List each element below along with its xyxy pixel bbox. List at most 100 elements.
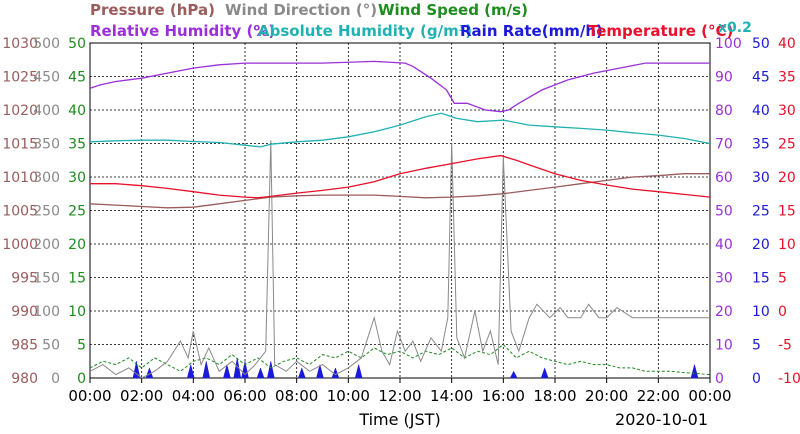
x-tick-label: 18:00 bbox=[533, 387, 576, 405]
rain-rate-spike bbox=[267, 361, 275, 379]
y-tick-label-right-temperature-c: 15 bbox=[778, 204, 796, 220]
y-tick-label-right-relative-humidity-pct: 100 bbox=[715, 36, 742, 52]
y-tick-label-left-pressure-hPa: 985 bbox=[11, 338, 38, 354]
y-tick-label-right-temperature-c: 30 bbox=[778, 103, 796, 119]
y-tick-label-right-relative-humidity-pct: 50 bbox=[715, 204, 733, 220]
rain-rate-spike bbox=[354, 363, 363, 379]
date-label: 2020-10-01 bbox=[615, 410, 708, 429]
grid bbox=[90, 43, 710, 378]
legend-rain-rate: Rain Rate(mm/h) bbox=[460, 22, 603, 40]
legend-temperature: Temperature (°C) bbox=[588, 22, 733, 40]
pressure-hpa-line bbox=[89, 173, 710, 209]
y-tick-label-left-wind-speed-ms: 35 bbox=[68, 137, 86, 153]
y-tick-label-right-rain-rate-mmh: 25 bbox=[752, 204, 770, 220]
y-tick-label-left-wind-speed-ms: 20 bbox=[68, 237, 86, 253]
legend-wind-direction: Wind Direction (°) bbox=[225, 1, 377, 19]
absolute-humidity-g-m-line bbox=[89, 112, 711, 148]
y-tick-label-left-wind-direction-deg: 150 bbox=[33, 271, 60, 287]
y-tick-label-left-wind-direction-deg: 200 bbox=[33, 237, 60, 253]
rain-rate-spike bbox=[690, 363, 699, 379]
y-tick-label-right-relative-humidity-pct: 60 bbox=[715, 170, 733, 186]
legend-relative-humidity: Relative Humidity (%) bbox=[90, 22, 275, 40]
rain-rate-spike bbox=[202, 361, 211, 379]
y-tick-label-left-wind-direction-deg: 50 bbox=[42, 338, 60, 354]
y-tick-label-right-rain-rate-mmh: 5 bbox=[752, 338, 761, 354]
rain-rate-spike bbox=[509, 370, 518, 379]
rain-rate-spike bbox=[540, 367, 549, 379]
y-tick-label-right-temperature-c: 35 bbox=[778, 70, 796, 86]
x-tick-label: 22:00 bbox=[637, 387, 680, 405]
y-tick-label-left-wind-speed-ms: 10 bbox=[68, 304, 86, 320]
y-tick-label-right-rain-rate-mmh: 15 bbox=[752, 271, 770, 287]
y-tick-label-right-relative-humidity-pct: 10 bbox=[715, 338, 733, 354]
x-tick-label: 06:00 bbox=[223, 387, 266, 405]
y-tick-label-right-relative-humidity-pct: 20 bbox=[715, 304, 733, 320]
abs-humidity-multiplier: x0.2 bbox=[718, 20, 752, 36]
y-tick-label-left-wind-speed-ms: 30 bbox=[68, 170, 86, 186]
y-tick-label-left-wind-direction-deg: 300 bbox=[33, 170, 60, 186]
x-tick-label: 20:00 bbox=[585, 387, 628, 405]
x-tick-label: 10:00 bbox=[327, 387, 370, 405]
y-tick-label-right-rain-rate-mmh: 20 bbox=[752, 237, 770, 253]
y-tick-label-right-rain-rate-mmh: 10 bbox=[752, 304, 770, 320]
y-tick-label-right-temperature-c: 20 bbox=[778, 170, 796, 186]
y-tick-label-right-relative-humidity-pct: 90 bbox=[715, 70, 733, 86]
y-tick-label-left-wind-speed-ms: 5 bbox=[77, 338, 86, 354]
y-tick-label-left-wind-direction-deg: 350 bbox=[33, 137, 60, 153]
x-tick-label: 00:00 bbox=[68, 387, 111, 405]
y-tick-label-left-pressure-hPa: 1030 bbox=[2, 36, 38, 52]
y-tick-label-left-wind-direction-deg: 250 bbox=[33, 204, 60, 220]
x-tick-label: 16:00 bbox=[482, 387, 525, 405]
rain-rate-spike bbox=[256, 367, 265, 379]
relative-humidity-line bbox=[89, 60, 710, 113]
rain-rate-spike bbox=[316, 363, 324, 379]
y-tick-label-right-temperature-c: 10 bbox=[778, 237, 796, 253]
x-tick-label: 04:00 bbox=[172, 387, 215, 405]
x-tick-label: 08:00 bbox=[275, 387, 318, 405]
y-tick-label-left-wind-direction-deg: 0 bbox=[51, 371, 60, 387]
y-tick-label-right-rain-rate-mmh: 50 bbox=[752, 36, 770, 52]
x-axis-label: Time (JST) bbox=[358, 410, 440, 429]
y-tick-label-right-rain-rate-mmh: 0 bbox=[752, 371, 761, 387]
y-tick-label-right-rain-rate-mmh: 40 bbox=[752, 103, 770, 119]
temperature-c-line bbox=[90, 154, 711, 199]
x-tick-label: 02:00 bbox=[120, 387, 163, 405]
legend-pressure: Pressure (hPa) bbox=[90, 1, 215, 19]
y-tick-label-left-pressure-hPa: 980 bbox=[11, 371, 38, 387]
y-tick-label-left-wind-speed-ms: 15 bbox=[68, 271, 86, 287]
y-tick-label-right-relative-humidity-pct: 30 bbox=[715, 271, 733, 287]
wind-direction-line bbox=[89, 140, 710, 379]
y-tick-label-right-relative-humidity-pct: 40 bbox=[715, 237, 733, 253]
y-tick-label-left-wind-speed-ms: 40 bbox=[68, 103, 86, 119]
y-tick-label-right-relative-humidity-pct: 80 bbox=[715, 103, 733, 119]
y-tick-label-left-pressure-hPa: 1000 bbox=[2, 237, 38, 253]
x-tick-label: 12:00 bbox=[378, 387, 421, 405]
y-tick-label-left-pressure-hPa: 1005 bbox=[2, 204, 38, 220]
y-tick-label-left-pressure-hPa: 1020 bbox=[2, 103, 38, 119]
y-tick-label-left-wind-direction-deg: 100 bbox=[33, 304, 60, 320]
x-tick-label: 00:00 bbox=[688, 387, 731, 405]
y-tick-label-left-pressure-hPa: 1025 bbox=[2, 70, 38, 86]
y-tick-label-left-wind-direction-deg: 450 bbox=[33, 70, 60, 86]
rain-rate-spike bbox=[186, 363, 195, 379]
y-tick-label-left-wind-speed-ms: 45 bbox=[68, 70, 86, 86]
rain-rate-spike bbox=[223, 363, 231, 379]
y-tick-label-left-wind-direction-deg: 500 bbox=[33, 36, 60, 52]
y-tick-label-left-wind-speed-ms: 0 bbox=[77, 371, 86, 387]
y-tick-label-left-pressure-hPa: 995 bbox=[11, 271, 38, 287]
y-tick-label-right-rain-rate-mmh: 35 bbox=[752, 137, 770, 153]
y-tick-label-right-rain-rate-mmh: 30 bbox=[752, 170, 770, 186]
wind-speed-m-s-line bbox=[89, 343, 711, 376]
y-tick-label-left-pressure-hPa: 1015 bbox=[2, 137, 38, 153]
y-tick-label-right-relative-humidity-pct: 70 bbox=[715, 137, 733, 153]
series-layer bbox=[89, 60, 711, 379]
y-tick-label-left-wind-speed-ms: 25 bbox=[68, 204, 86, 220]
y-tick-label-right-temperature-c: 0 bbox=[778, 304, 787, 320]
y-tick-label-right-temperature-c: 40 bbox=[778, 36, 796, 52]
y-tick-label-left-pressure-hPa: 990 bbox=[11, 304, 38, 320]
legend-wind-speed: Wind Speed (m/s) bbox=[378, 1, 528, 19]
ticks-layer: 00:00 02:00 04:00 06:00 08:00 10:00 12:00 14:00… bbox=[2, 36, 800, 405]
y-tick-label-right-rain-rate-mmh: 45 bbox=[752, 70, 770, 86]
